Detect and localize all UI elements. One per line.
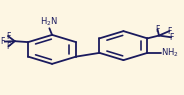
Text: F: F (6, 32, 10, 41)
Text: $\mathregular{NH_2}$: $\mathregular{NH_2}$ (161, 47, 179, 59)
Text: F: F (169, 33, 173, 42)
Text: $\mathregular{H_2N}$: $\mathregular{H_2N}$ (40, 15, 58, 28)
Text: F: F (155, 25, 160, 34)
Text: F: F (0, 37, 5, 46)
Text: F: F (6, 42, 11, 51)
Text: F: F (167, 27, 171, 36)
